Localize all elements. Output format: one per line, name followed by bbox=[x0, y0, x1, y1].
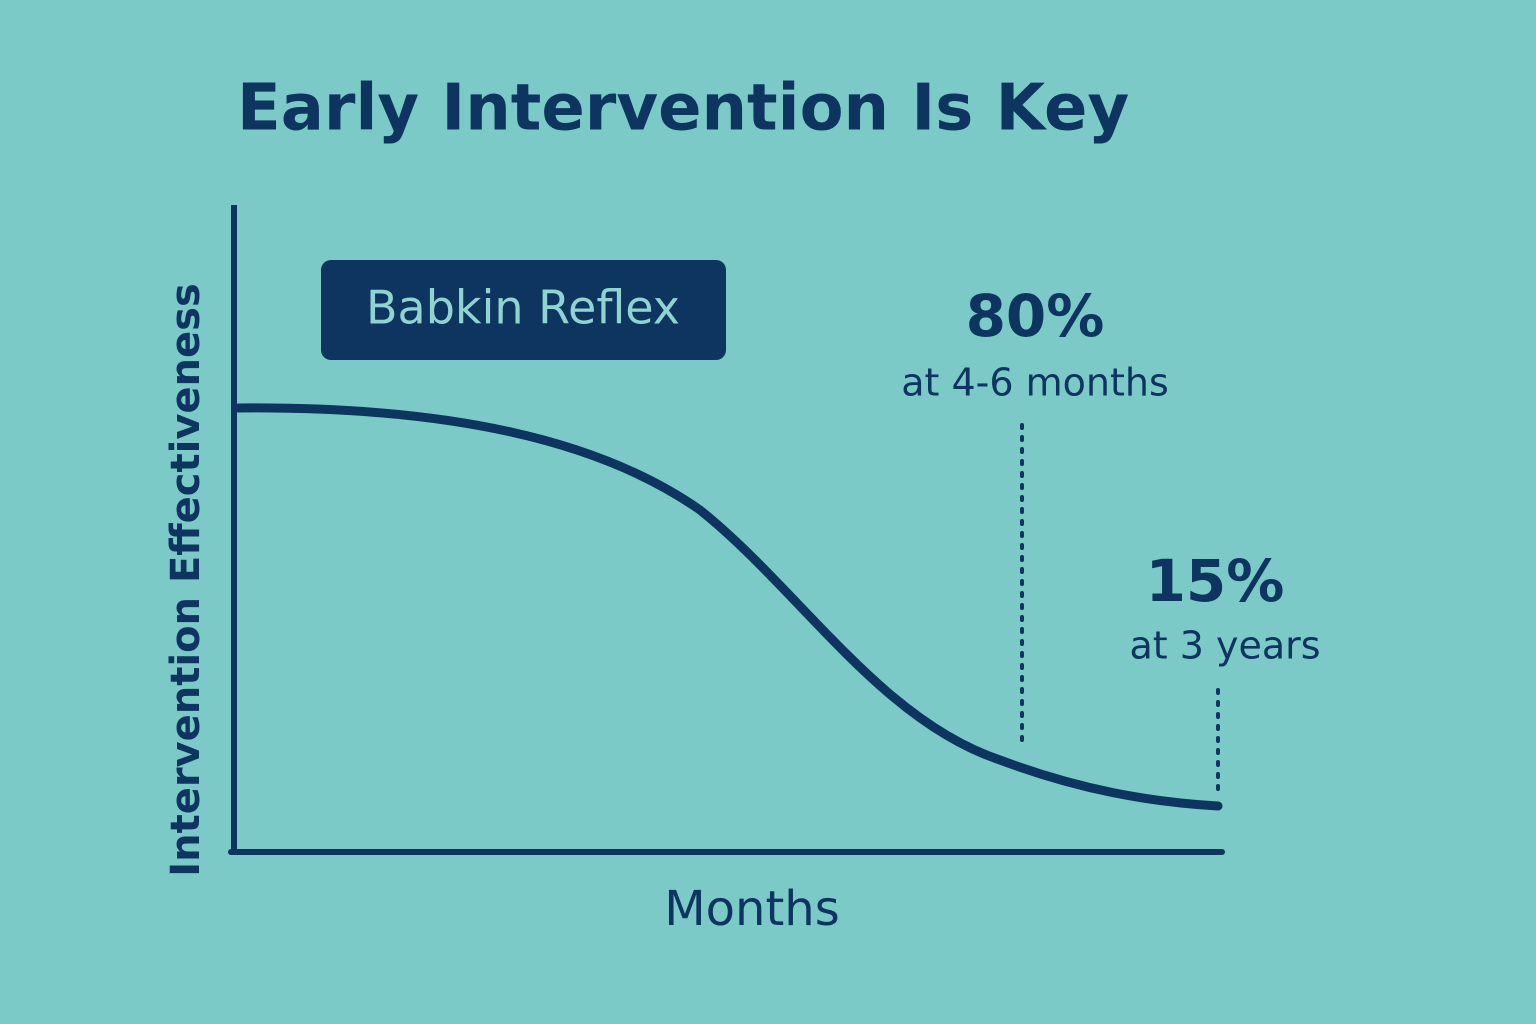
curve-label: Babkin Reflex bbox=[366, 281, 680, 335]
x-axis-label: Months bbox=[664, 881, 839, 937]
annotation-value: 15% bbox=[1146, 547, 1285, 615]
annotation-value: 80% bbox=[966, 282, 1105, 350]
y-axis-label: Intervention Effectiveness bbox=[163, 283, 209, 877]
curve-label-box bbox=[321, 260, 726, 360]
annotation-caption: at 3 years bbox=[1129, 624, 1320, 668]
title: Early Intervention Is Key bbox=[237, 72, 1129, 146]
annotation-caption: at 4-6 months bbox=[901, 361, 1169, 405]
effectiveness-curve bbox=[233, 403, 1223, 811]
